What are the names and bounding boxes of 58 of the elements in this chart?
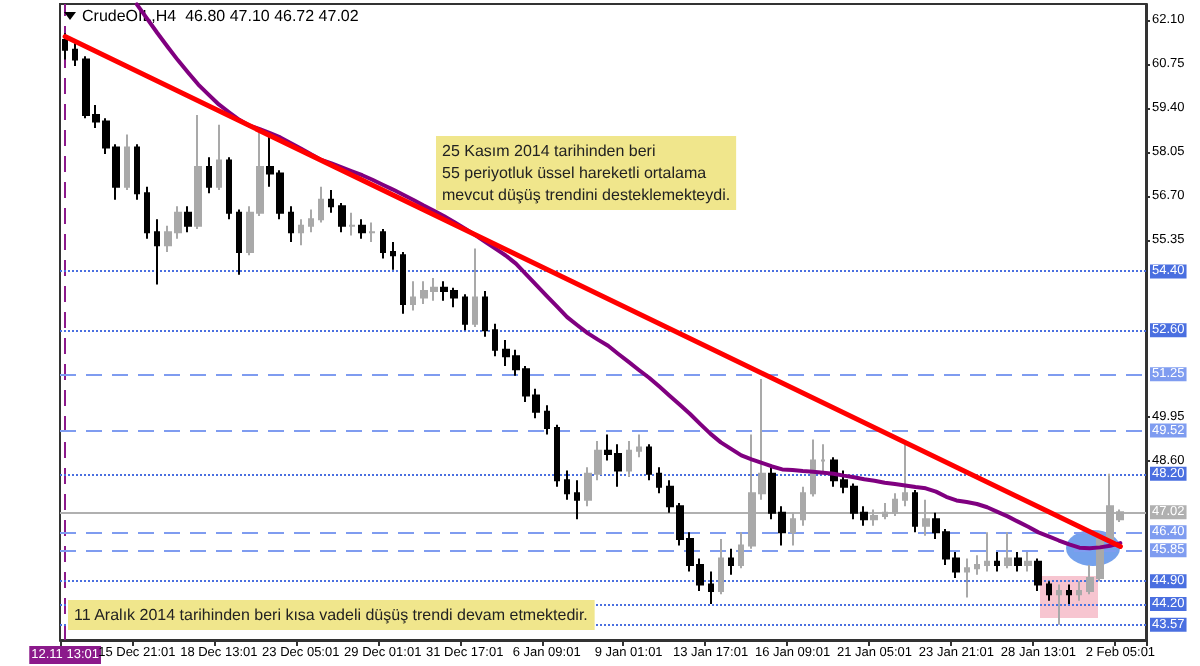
- candlestick: [154, 218, 160, 286]
- candlestick: [636, 433, 642, 459]
- candlestick: [974, 554, 980, 576]
- candlestick: [288, 205, 294, 244]
- candlestick: [728, 547, 734, 576]
- candlestick: [964, 557, 970, 599]
- candlestick: [400, 250, 406, 315]
- candlestick: [1066, 583, 1072, 606]
- candlestick: [492, 322, 498, 358]
- candlestick: [1076, 580, 1082, 602]
- candlestick: [72, 42, 78, 67]
- candlestick: [462, 293, 468, 332]
- candlestick: [902, 443, 908, 508]
- candlestick: [358, 218, 366, 240]
- candlestick: [626, 440, 632, 478]
- candlestick: [216, 123, 222, 191]
- candlestick: [410, 280, 416, 312]
- candlestick: [646, 443, 652, 482]
- candlestick: [554, 423, 560, 488]
- candlestick: [1014, 550, 1022, 573]
- candlestick: [544, 404, 550, 436]
- candlestick: [298, 218, 304, 247]
- candlestick: [574, 479, 580, 521]
- candlestick: [738, 531, 744, 570]
- candlestick: [194, 113, 202, 231]
- candlestick: [124, 133, 130, 191]
- candlestick: [1046, 580, 1052, 602]
- annotation: 25 Kasım 2014 tarihinden beri 55 periyotluk üssel hareketli ortalama mevcut düşüş trendini desteklemekteydi.: [442, 142, 731, 204]
- candlestick: [656, 466, 662, 495]
- candlestick: [984, 531, 990, 573]
- candlestick: [338, 201, 346, 234]
- candlestick: [144, 185, 150, 240]
- candlestick: [328, 188, 334, 214]
- candlestick: [482, 290, 488, 338]
- candlestick: [206, 156, 212, 195]
- candlestick: [308, 208, 314, 234]
- candlestick: [1004, 531, 1012, 570]
- candlestick: [820, 443, 826, 475]
- candlestick: [348, 211, 356, 237]
- candlestick: [472, 247, 478, 328]
- candlestick: [1024, 550, 1032, 573]
- candlestick: [62, 32, 68, 61]
- candlestick: [390, 241, 396, 271]
- candlestick: [1056, 583, 1062, 626]
- annotation: 11 Aralık 2014 tarihinden beri kısa vadeli düşüş trendi devam etmektedir.: [74, 606, 588, 624]
- candlestick: [368, 221, 376, 244]
- candlestick: [236, 208, 242, 276]
- candlestick: [184, 205, 192, 234]
- candlestick: [708, 570, 714, 606]
- candlestick: [226, 156, 232, 221]
- candlestick: [718, 537, 724, 596]
- candlestick: [912, 488, 918, 534]
- candlestick: [134, 143, 140, 201]
- candlestick: [564, 469, 570, 501]
- candlestick: [318, 185, 324, 224]
- candlestick: [994, 550, 1000, 573]
- candlestick: [380, 228, 386, 260]
- candlestick: [1034, 557, 1042, 593]
